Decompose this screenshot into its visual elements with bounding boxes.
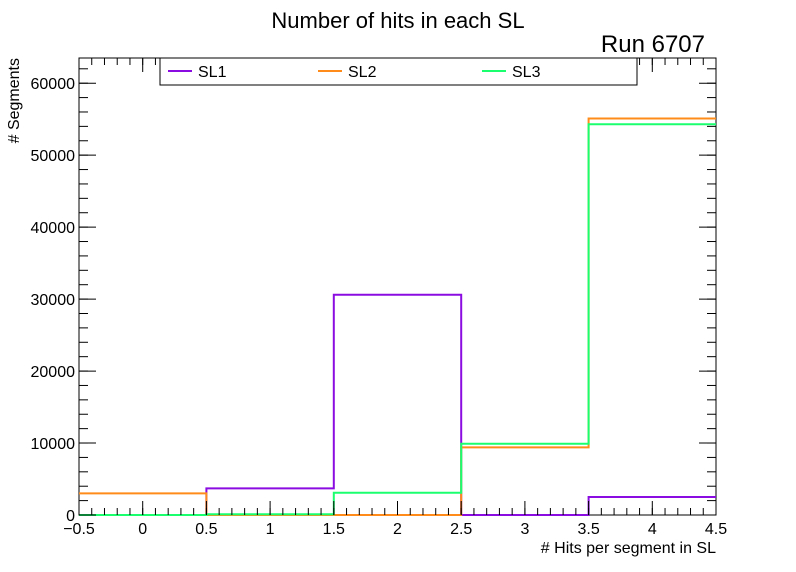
x-tick-label: 3 bbox=[520, 521, 529, 538]
legend-label-sl3: SL3 bbox=[512, 64, 541, 81]
x-tick-label: 0.5 bbox=[195, 521, 217, 538]
y-tick-label: 60000 bbox=[31, 76, 76, 93]
x-tick-label: 0 bbox=[138, 521, 147, 538]
y-tick-label: 40000 bbox=[31, 220, 76, 237]
y-tick-label: 50000 bbox=[31, 148, 76, 165]
x-tick-label: 2.5 bbox=[450, 521, 472, 538]
histogram-series-sl3 bbox=[79, 123, 716, 516]
y-axis-label: # Segments bbox=[6, 58, 23, 143]
y-tick-label: 30000 bbox=[31, 292, 76, 309]
chart-title: Number of hits in each SL bbox=[271, 8, 524, 33]
x-axis-label: # Hits per segment in SL bbox=[541, 540, 716, 557]
legend-label-sl1: SL1 bbox=[198, 64, 227, 81]
histogram-series-sl2 bbox=[79, 117, 716, 516]
y-tick-label: 20000 bbox=[31, 364, 76, 381]
plot-frame bbox=[78, 57, 717, 516]
x-tick-label: 1.5 bbox=[323, 521, 345, 538]
x-tick-label: 1 bbox=[266, 521, 275, 538]
y-tick-label: 10000 bbox=[31, 436, 76, 453]
x-tick-label: 3.5 bbox=[577, 521, 599, 538]
x-tick-label: 2 bbox=[393, 521, 402, 538]
histogram-series-sl1 bbox=[79, 293, 716, 516]
x-tick-label: 4.5 bbox=[705, 521, 727, 538]
run-label: Run 6707 bbox=[601, 31, 705, 58]
legend-box bbox=[159, 57, 638, 86]
y-tick-label: 0 bbox=[66, 508, 75, 525]
legend-label-sl2: SL2 bbox=[348, 64, 377, 81]
x-tick-label: −0.5 bbox=[63, 521, 95, 538]
x-tick-label: 4 bbox=[648, 521, 657, 538]
